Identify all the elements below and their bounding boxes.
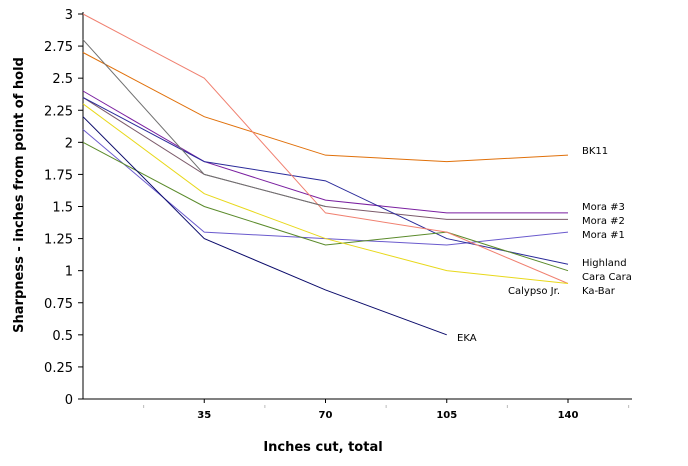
x-tick-label: 35 [197,410,211,421]
y-axis-title: Sharpness - inches from point of hold [12,57,27,333]
x-tick-label: 70 [319,410,333,421]
y-tick-label: 1.5 [52,201,73,216]
y-tick-label: 2.25 [44,104,73,119]
y-tick-label: 0 [65,393,73,408]
series-lines [82,13,569,336]
series-line-calypso-jr- [82,103,569,284]
series-line-eka [82,116,447,336]
series-label: Ka-Bar [582,286,616,297]
series-labels: BK11 Mora #3 Mora #2 Mora #1 Highland Cara Ca… [457,146,632,344]
y-tick-label: 0.25 [44,361,73,376]
series-line-cara-cara [82,141,569,272]
y-tick-label: 3 [65,8,73,23]
y-tick-label: 1 [65,265,73,280]
series-label: Mora #2 [582,216,625,227]
series-line-unlabeled [82,39,326,207]
series-label: Cara Cara [582,272,632,283]
minor-tick-marks [143,405,630,408]
series-line-mora-2 [82,96,568,220]
series-line-highland [82,96,569,265]
axes [82,12,632,400]
y-tick-label: 0.75 [44,297,73,312]
series-label: EKA [457,333,477,344]
y-tick-label: 2 [65,136,73,151]
series-label: Mora #3 [582,202,625,213]
y-tick-label: 2.75 [44,40,73,55]
x-axis-ticks: 35 70 105 140 [197,399,578,421]
series-line-bk11 [82,52,569,163]
series-label: Mora #1 [582,230,625,241]
x-tick-label: 140 [558,410,579,421]
y-axis-ticks: 0 0.25 0.5 0.75 1 1.25 1.5 1.75 2 2.25 2.5 2.75 3 [44,8,83,408]
y-tick-label: 1.75 [44,168,73,183]
series-line-ka-bar [82,13,569,284]
y-tick-label: 0.5 [52,329,73,344]
y-tick-label: 1.25 [44,233,73,248]
y-tick-label: 2.5 [52,72,73,87]
x-tick-label: 105 [436,410,457,421]
series-label: Calypso Jr. [508,286,560,297]
series-line-mora-3 [82,90,568,214]
series-line-mora-1 [82,129,569,246]
x-axis-title: Inches cut, total [263,440,382,455]
series-label: BK11 [582,146,608,157]
series-label: Highland [582,258,627,269]
